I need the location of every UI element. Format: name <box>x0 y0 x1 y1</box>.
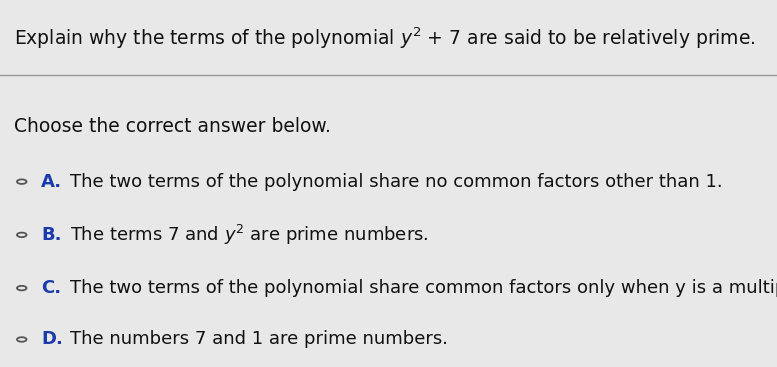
Text: The numbers 7 and 1 are prime numbers.: The numbers 7 and 1 are prime numbers. <box>70 330 448 349</box>
Text: The two terms of the polynomial share no common factors other than 1.: The two terms of the polynomial share no… <box>70 172 723 191</box>
Text: Choose the correct answer below.: Choose the correct answer below. <box>14 117 331 137</box>
Text: D.: D. <box>41 330 63 349</box>
Text: C.: C. <box>41 279 61 297</box>
Text: The terms 7 and $y^{2}$ are prime numbers.: The terms 7 and $y^{2}$ are prime number… <box>70 223 429 247</box>
Text: B.: B. <box>41 226 61 244</box>
Text: A.: A. <box>41 172 62 191</box>
Text: The two terms of the polynomial share common factors only when y is a multiple o: The two terms of the polynomial share co… <box>70 279 777 297</box>
Text: Explain why the terms of the polynomial $y^{2}$ + 7 are said to be relatively pr: Explain why the terms of the polynomial … <box>14 26 755 51</box>
